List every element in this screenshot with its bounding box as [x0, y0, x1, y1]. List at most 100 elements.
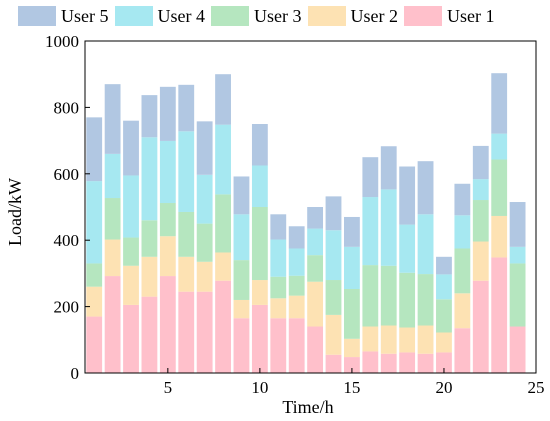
- bar-user-3-t6: [178, 211, 195, 257]
- legend-item-user-2: User 2: [307, 5, 399, 27]
- bar-user-2-t6: [178, 256, 195, 292]
- x-tick-label-25: 25: [528, 378, 545, 397]
- bar-user-3-t14: [325, 280, 342, 315]
- bar-user-5-t5: [159, 86, 176, 141]
- bar-user-3-t7: [196, 223, 213, 262]
- x-axis-label: Time/h: [282, 397, 333, 417]
- bar-user-4-t6: [178, 131, 195, 212]
- bar-user-2-t8: [215, 252, 231, 281]
- bar-user-2-t10: [251, 280, 268, 305]
- bar-user-1-t23: [491, 257, 508, 373]
- bar-user-3-t2: [104, 198, 121, 240]
- plot-frame: [84, 40, 537, 374]
- bar-user-4-t7: [196, 174, 213, 224]
- bar-user-2-t22: [472, 241, 489, 281]
- legend-swatch-user-4: [114, 6, 153, 26]
- bar-user-5-t6: [178, 84, 195, 132]
- bar-user-3-t19: [417, 274, 434, 326]
- bar-user-1-t9: [233, 318, 250, 373]
- bar-user-5-t11: [270, 214, 287, 240]
- bar-user-3-t4: [141, 220, 158, 257]
- bar-user-2-t1: [86, 286, 103, 317]
- bar-user-4-t17: [380, 189, 397, 266]
- bar-user-5-t4: [141, 95, 158, 138]
- x-tick-label-10: 10: [251, 378, 268, 397]
- bar-user-5-t10: [251, 124, 268, 166]
- bar-user-1-t16: [362, 351, 379, 373]
- bar-user-5-t18: [399, 166, 416, 225]
- bar-user-3-t12: [288, 275, 305, 296]
- bar-user-3-t20: [436, 299, 452, 333]
- bar-user-3-t23: [491, 159, 508, 216]
- bar-user-4-t24: [509, 246, 526, 264]
- bar-user-1-t1: [86, 316, 103, 373]
- bar-user-2-t13: [307, 281, 324, 327]
- legend-item-user-1: User 1: [404, 6, 495, 27]
- bar-user-5-t8: [215, 74, 231, 125]
- bar-user-1-t18: [399, 352, 416, 373]
- bar-user-2-t19: [417, 325, 434, 354]
- bar-user-2-t20: [436, 332, 452, 353]
- x-tick-label-20: 20: [435, 378, 452, 397]
- bar-user-4-t15: [344, 246, 360, 289]
- x-tick-label-5: 5: [164, 378, 173, 397]
- y-tick-label-0: 0: [71, 364, 80, 383]
- bar-user-2-t11: [270, 298, 287, 319]
- bar-user-1-t24: [509, 326, 526, 373]
- bar-user-2-t7: [196, 261, 213, 292]
- bar-user-5-t1: [86, 117, 103, 182]
- y-tick-label-600: 600: [54, 165, 80, 184]
- bar-user-1-t4: [141, 296, 158, 373]
- bar-user-1-t8: [215, 280, 231, 373]
- legend-label-user-2: User 2: [350, 5, 399, 26]
- bar-user-1-t5: [159, 276, 176, 373]
- bar-user-4-t10: [251, 165, 268, 207]
- bar-user-2-t9: [233, 299, 250, 319]
- bar-user-3-t21: [454, 248, 471, 294]
- bar-user-5-t19: [417, 161, 434, 215]
- bar-user-4-t3: [123, 175, 139, 238]
- bar-user-3-t15: [344, 289, 360, 339]
- bar-user-1-t12: [288, 318, 305, 373]
- bar-user-3-t18: [399, 272, 416, 328]
- bar-user-5-t23: [491, 73, 508, 134]
- bar-user-4-t14: [325, 230, 342, 281]
- bar-user-2-t2: [104, 239, 121, 277]
- bar-user-1-t14: [325, 354, 342, 373]
- legend-item-user-4: User 4: [114, 6, 205, 27]
- legend: User 5 User 4 User 3 User 2 User 1: [18, 3, 501, 29]
- bar-user-1-t22: [472, 280, 489, 373]
- bar-user-1-t7: [196, 291, 213, 373]
- bar-user-2-t12: [288, 295, 305, 319]
- legend-label-user-3: User 3: [254, 5, 302, 26]
- bar-user-1-t20: [436, 352, 452, 373]
- bar-user-5-t7: [196, 121, 213, 175]
- legend-item-user-3: User 3: [211, 6, 302, 27]
- bar-user-5-t17: [380, 146, 397, 190]
- bar-user-5-t21: [454, 183, 471, 216]
- bar-user-2-t3: [123, 265, 139, 305]
- bar-user-4-t16: [362, 197, 379, 266]
- bar-user-2-t23: [491, 215, 508, 258]
- bar-user-5-t24: [509, 202, 526, 247]
- bar-user-1-t3: [123, 304, 139, 373]
- bar-user-3-t22: [472, 200, 489, 242]
- bar-user-3-t11: [270, 276, 287, 299]
- bar-user-4-t13: [307, 228, 324, 256]
- bar-user-4-t8: [215, 124, 231, 195]
- bar-user-4-t21: [454, 215, 471, 249]
- bar-user-4-t18: [399, 224, 416, 273]
- bar-user-2-t4: [141, 256, 158, 297]
- bar-user-5-t9: [233, 176, 250, 215]
- bar-user-3-t8: [215, 194, 231, 253]
- bar-user-3-t24: [509, 263, 526, 327]
- legend-swatch-user-1: [404, 6, 442, 26]
- y-tick-label-400: 400: [54, 231, 80, 250]
- bar-user-4-t23: [491, 133, 508, 160]
- bar-user-3-t5: [159, 203, 176, 237]
- bar-user-5-t15: [344, 216, 360, 247]
- bar-user-1-t10: [251, 304, 268, 373]
- x-tick-label-15: 15: [343, 378, 360, 397]
- bar-user-2-t18: [399, 327, 416, 353]
